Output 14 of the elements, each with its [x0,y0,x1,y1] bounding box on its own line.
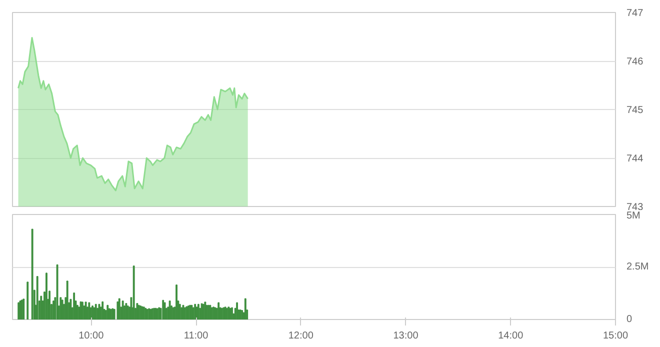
y-tick-label: 745 [626,105,644,116]
x-tick-label: 12:00 [288,330,314,342]
y-tick-label: 2.5M [626,262,649,272]
x-tick-label: 14:00 [498,330,524,342]
x-tick-label: 13:00 [393,330,419,342]
y-tick-label: 0 [626,314,632,325]
y-tick-label: 5M [626,210,640,222]
y-tick-label: 744 [626,154,644,164]
x-tick-label: 15:00 [602,330,628,342]
y-tick-label: 746 [626,56,644,68]
x-tick-label: 11:00 [184,330,209,342]
y-tick-label: 747 [626,8,644,19]
y-tick-label: 743 [626,202,644,213]
x-tick-label: 10:00 [78,330,104,342]
